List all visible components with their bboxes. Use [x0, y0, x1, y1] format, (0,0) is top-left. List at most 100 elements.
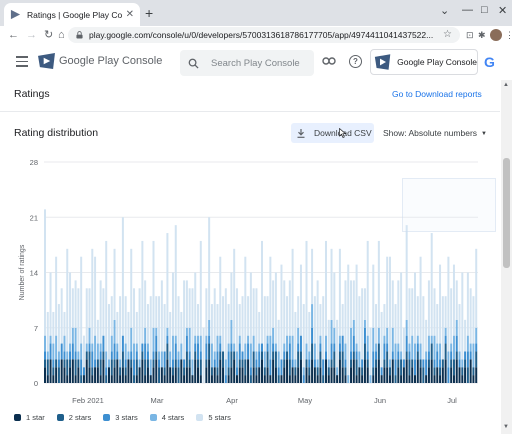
legend-item[interactable]: 3 stars: [103, 413, 138, 422]
address-bar[interactable]: play.google.com/console/u/0/developers/5…: [68, 27, 460, 43]
bar-segment-4-star: [105, 351, 108, 368]
y-axis-label: Number of ratings: [19, 244, 26, 300]
download-reports-link[interactable]: Go to Download reports: [392, 89, 482, 99]
bar-segment-4-star: [208, 319, 211, 336]
bar-segment-5-star: [46, 311, 49, 352]
bar-segment-4-star: [107, 359, 110, 368]
scroll-up-icon[interactable]: ▲: [503, 82, 509, 88]
reload-icon[interactable]: ↻: [44, 29, 54, 41]
bar-segment-1-star: [155, 359, 158, 383]
y-tick-label: 7: [34, 324, 38, 333]
bar-segment-1-star: [44, 367, 46, 383]
legend-item[interactable]: 1 star: [14, 413, 45, 422]
bar-segment-5-star: [258, 311, 261, 344]
google-logo-icon[interactable]: G: [484, 54, 495, 70]
show-dropdown[interactable]: Show: Absolute numbers ▼: [383, 128, 487, 138]
back-icon[interactable]: ←: [8, 29, 19, 41]
bar-segment-4-star: [174, 335, 177, 344]
profile-avatar[interactable]: [490, 29, 502, 41]
minimize-icon[interactable]: —: [462, 4, 473, 16]
bar-segment-3-star: [199, 351, 202, 360]
account-switcher[interactable]: Google Play Console: [370, 49, 478, 75]
bar-segment-3-star: [113, 343, 116, 360]
link-icon[interactable]: [322, 56, 336, 66]
bar-segment-1-star: [74, 375, 77, 383]
download-csv-button[interactable]: Download CSV: [291, 123, 374, 143]
bar-segment-4-star: [171, 335, 174, 360]
bar-segment-2-star: [244, 359, 247, 376]
bar-segment-2-star: [299, 351, 302, 360]
bar-segment-2-star: [344, 367, 347, 376]
new-tab-icon[interactable]: +: [145, 5, 154, 21]
browser-tab[interactable]: Ratings | Google Play Console ✕: [4, 3, 140, 26]
bar-segment-5-star: [377, 240, 380, 328]
bar-segment-2-star: [286, 351, 289, 360]
bar-segment-4-star: [66, 351, 69, 360]
bar-segment-3-star: [230, 343, 233, 352]
scrollbar-thumb[interactable]: [503, 158, 510, 268]
bar-segment-4-star: [55, 335, 58, 360]
bar-segment-4-star: [158, 351, 161, 360]
legend-swatch: [14, 414, 21, 421]
chevron-down-icon[interactable]: ⌄: [440, 5, 450, 17]
bar-segment-5-star: [185, 280, 188, 328]
hamburger-menu-icon[interactable]: [16, 56, 28, 67]
bar-segment-4-star: [258, 343, 261, 352]
bar-segment-3-star: [185, 335, 188, 352]
bar-segment-5-star: [155, 296, 158, 328]
bar-segment-4-star: [291, 335, 294, 360]
bar-segment-3-star: [308, 359, 311, 368]
maximize-icon[interactable]: □: [481, 4, 488, 16]
forward-icon[interactable]: →: [26, 29, 37, 41]
bar-segment-5-star: [464, 319, 467, 352]
bar-segment-3-star: [394, 359, 397, 376]
bar-segment-3-star: [350, 351, 353, 360]
bar-segment-3-star: [241, 351, 244, 360]
bar-segment-1-star: [244, 375, 247, 383]
legend-item[interactable]: 5 stars: [196, 413, 231, 422]
puzzle-icon[interactable]: ✱: [478, 30, 486, 40]
legend-item[interactable]: 2 stars: [56, 413, 91, 422]
search-box[interactable]: Search Play Console: [180, 50, 314, 76]
scroll-down-icon[interactable]: ▼: [503, 424, 509, 430]
bar-segment-5-star: [272, 280, 275, 328]
bar-segment-1-star: [408, 375, 411, 383]
extension-icon[interactable]: ⊡: [466, 30, 474, 40]
bookmark-star-icon[interactable]: ☆: [443, 29, 452, 40]
bar-segment-3-star: [422, 359, 425, 368]
bar-segment-3-star: [319, 343, 322, 352]
bar-segment-1-star: [272, 359, 275, 383]
bar-segment-4-star: [46, 351, 49, 360]
bar-segment-5-star: [244, 256, 247, 344]
bar-segment-5-star: [286, 296, 289, 336]
bar-segment-1-star: [439, 375, 442, 383]
bar-segment-2-star: [96, 359, 99, 368]
bar-segment-1-star: [358, 367, 361, 383]
tab-close-icon[interactable]: ✕: [125, 9, 134, 20]
bar-segment-5-star: [124, 296, 127, 344]
bar-segment-3-star: [355, 351, 358, 360]
bar-segment-1-star: [280, 375, 283, 383]
bar-segment-2-star: [405, 351, 408, 360]
bar-segment-2-star: [322, 375, 325, 383]
bar-segment-5-star: [222, 296, 225, 352]
bar-segment-2-star: [241, 359, 244, 368]
menu-kebab-icon[interactable]: ⋮: [505, 30, 512, 40]
bar-segment-2-star: [352, 351, 355, 360]
search-input[interactable]: Search Play Console: [211, 57, 300, 69]
bar-segment-1-star: [261, 359, 263, 383]
close-window-icon[interactable]: ✕: [498, 5, 508, 17]
bar-segment-3-star: [291, 359, 294, 368]
bar-segment-1-star: [305, 367, 308, 383]
bar-segment-4-star: [144, 327, 147, 344]
bar-segment-1-star: [286, 359, 289, 383]
bar-segment-1-star: [185, 367, 188, 383]
legend-item[interactable]: 4 stars: [149, 413, 184, 422]
bar-segment-3-star: [272, 343, 275, 352]
brand-name: Google Play Console: [59, 55, 163, 67]
home-icon[interactable]: ⌂: [58, 29, 65, 41]
bar-segment-2-star: [119, 367, 122, 376]
bar-segment-5-star: [361, 288, 364, 360]
tab-strip: Ratings | Google Play Console ✕ + ⌄ — □ …: [0, 0, 512, 26]
help-icon[interactable]: ?: [349, 55, 362, 68]
